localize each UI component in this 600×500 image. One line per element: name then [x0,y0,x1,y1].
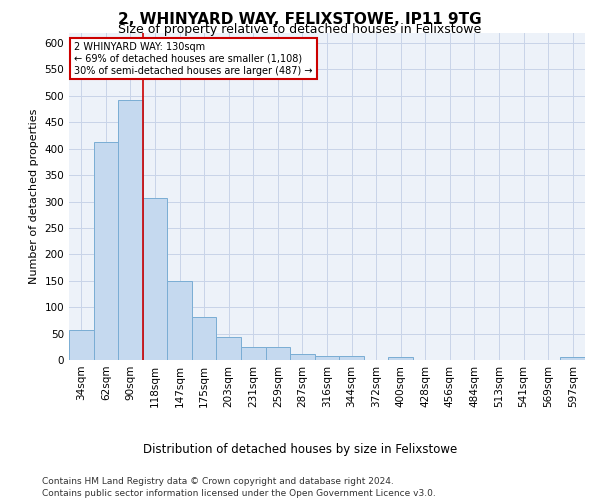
Text: Contains HM Land Registry data © Crown copyright and database right 2024.: Contains HM Land Registry data © Crown c… [42,478,394,486]
Bar [290,354,315,360]
Bar [388,358,413,360]
Bar [69,330,94,360]
Bar [217,337,241,360]
Bar [94,142,118,360]
Bar [143,198,167,360]
Bar [241,347,266,360]
Text: Distribution of detached houses by size in Felixstowe: Distribution of detached houses by size … [143,442,457,456]
Bar [266,347,290,360]
Text: Contains public sector information licensed under the Open Government Licence v3: Contains public sector information licen… [42,489,436,498]
Bar [560,358,585,360]
Text: 2, WHINYARD WAY, FELIXSTOWE, IP11 9TG: 2, WHINYARD WAY, FELIXSTOWE, IP11 9TG [118,12,482,28]
Text: Size of property relative to detached houses in Felixstowe: Size of property relative to detached ho… [118,24,482,36]
Y-axis label: Number of detached properties: Number of detached properties [29,108,39,284]
Bar [339,356,364,360]
Bar [118,100,143,360]
Bar [192,316,217,360]
Bar [315,356,339,360]
Bar [167,282,192,360]
Text: 2 WHINYARD WAY: 130sqm
← 69% of detached houses are smaller (1,108)
30% of semi-: 2 WHINYARD WAY: 130sqm ← 69% of detached… [74,42,313,76]
